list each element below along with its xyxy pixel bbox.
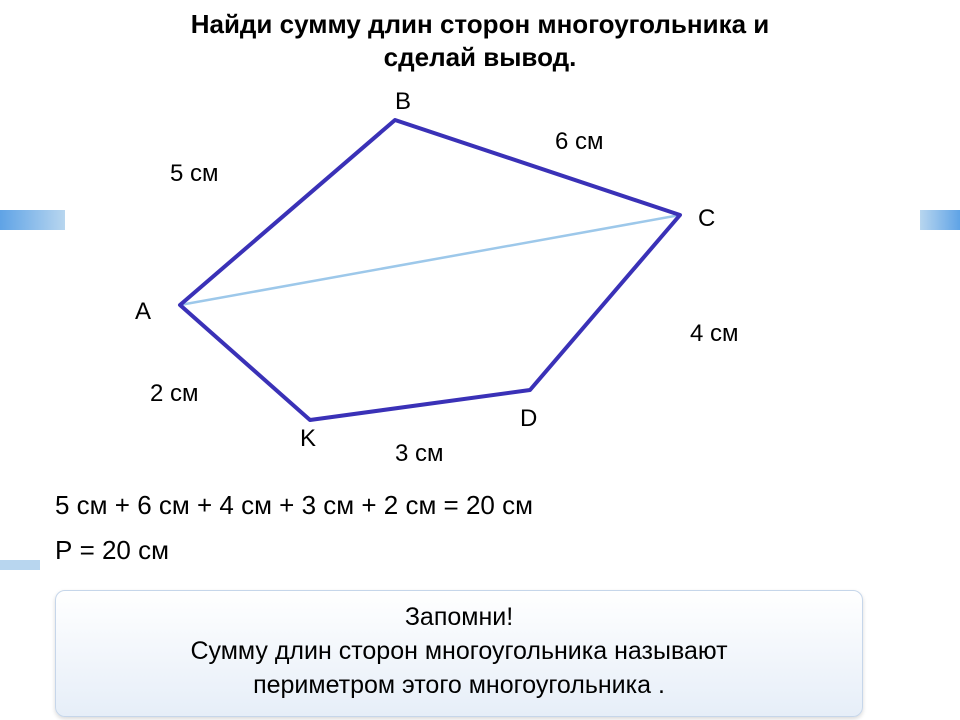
side-label-ab: 5 см xyxy=(170,160,219,188)
note-heading: Запомни! xyxy=(405,603,513,631)
vertex-label-b: B xyxy=(395,88,411,116)
title: Найди сумму длин сторон многоугольника и… xyxy=(0,8,960,73)
perimeter-line: Р = 20 см xyxy=(55,535,169,566)
title-line1: Найди сумму длин сторон многоугольника и xyxy=(191,9,770,39)
side-label-cd: 4 см xyxy=(690,320,739,348)
side-label-dk: 3 см xyxy=(395,440,444,468)
decor-band-right xyxy=(920,210,960,230)
decor-band-lower-left xyxy=(0,560,40,570)
polygon-outline xyxy=(180,120,680,420)
vertex-label-d: D xyxy=(520,405,537,433)
calculation-line: 5 см + 6 см + 4 см + 3 см + 2 см = 20 см xyxy=(55,490,533,521)
vertex-label-k: K xyxy=(300,425,316,453)
note-line2: периметром этого многоугольника . xyxy=(253,671,665,699)
definition-box: Запомни! Сумму длин сторон многоугольник… xyxy=(55,590,863,717)
title-line2: сделай вывод. xyxy=(384,42,577,72)
vertex-label-a: A xyxy=(135,298,151,326)
slide-stage: Найди сумму длин сторон многоугольника и… xyxy=(0,0,960,720)
vertex-label-c: C xyxy=(698,205,715,233)
note-line1: Сумму длин сторон многоугольника называю… xyxy=(190,637,727,665)
diagonal-ac xyxy=(180,215,680,305)
decor-band-left xyxy=(0,210,65,230)
side-label-ka: 2 см xyxy=(150,380,199,408)
side-label-bc: 6 см xyxy=(555,128,604,156)
